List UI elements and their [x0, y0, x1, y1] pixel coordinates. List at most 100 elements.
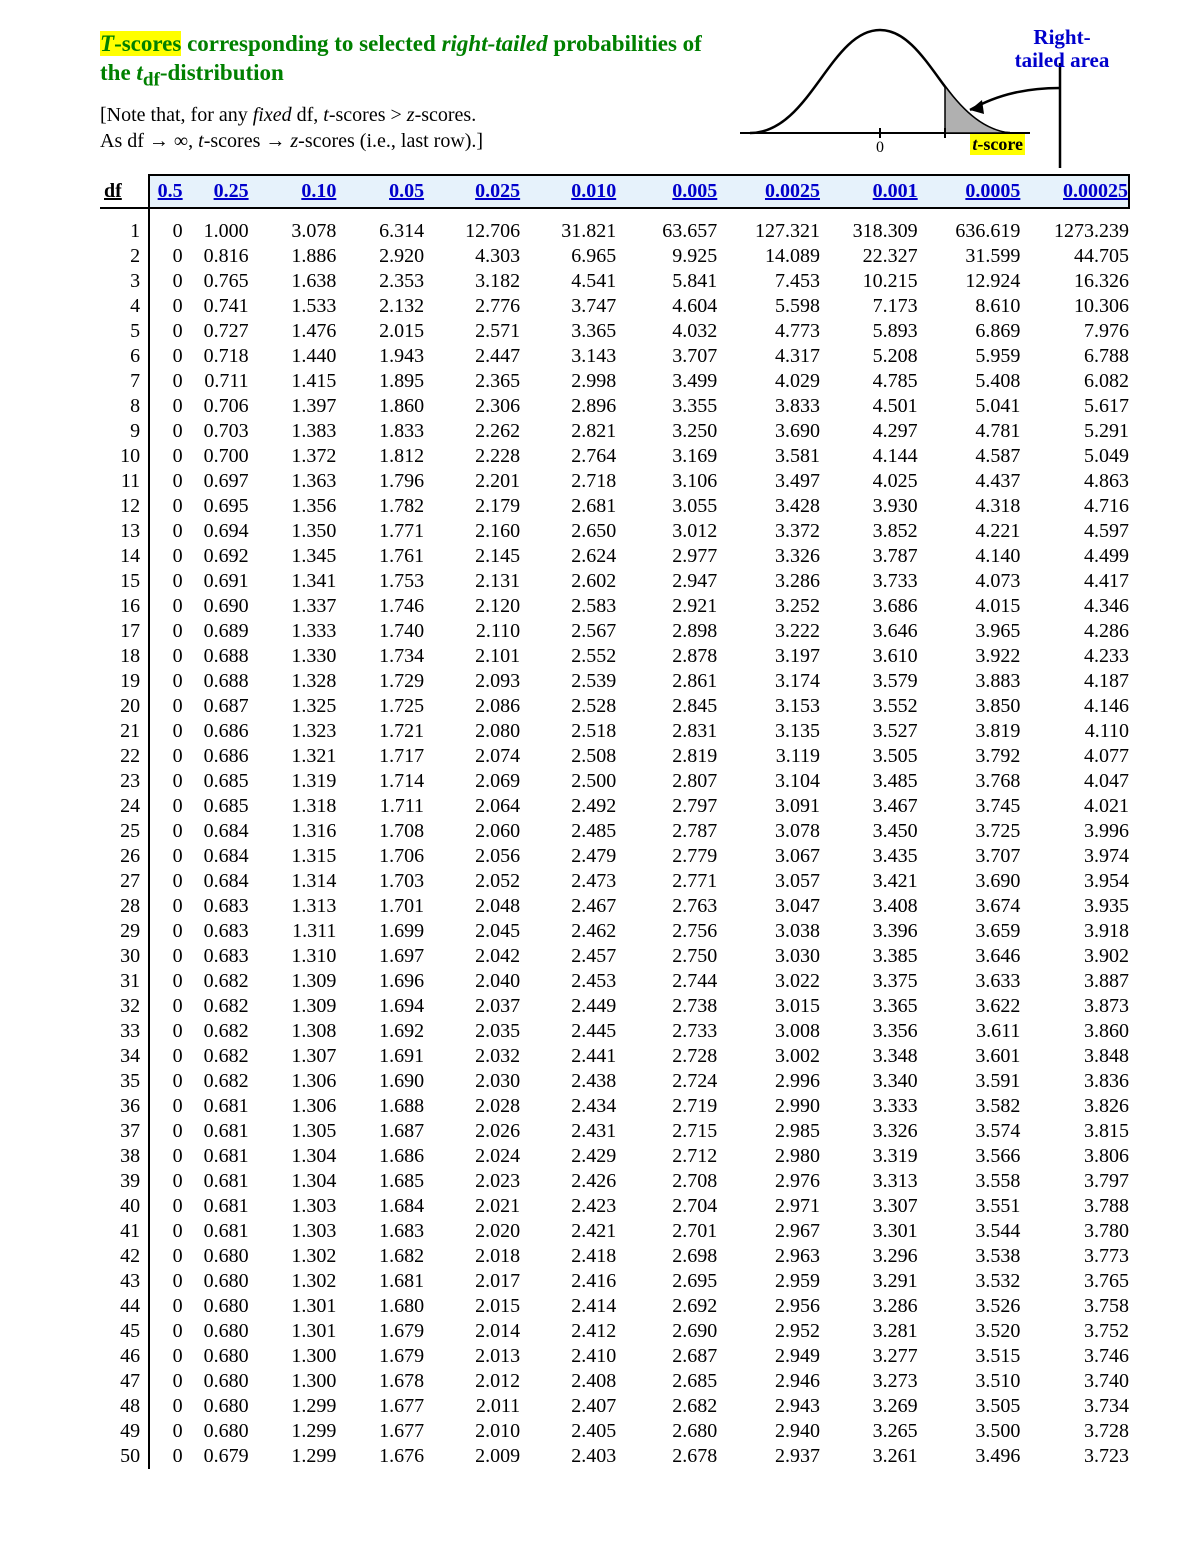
cell-value: 3.030 [717, 944, 820, 969]
cell-value: 0.684 [183, 844, 249, 869]
cell-value: 0 [149, 444, 183, 469]
cell-value: 2.624 [520, 544, 616, 569]
cell-value: 1.699 [336, 919, 424, 944]
cell-value: 4.417 [1020, 569, 1129, 594]
cell-value: 2.020 [424, 1219, 520, 1244]
header-prob: 0.10 [249, 175, 337, 208]
cell-value: 2.980 [717, 1144, 820, 1169]
cell-value: 3.746 [1020, 1344, 1129, 1369]
table-row: 1900.6881.3281.7292.0932.5392.8613.1743.… [100, 669, 1129, 694]
cell-value: 3.581 [717, 444, 820, 469]
cell-value: 2.508 [520, 744, 616, 769]
table-row: 3300.6821.3081.6922.0352.4452.7333.0083.… [100, 1019, 1129, 1044]
cell-value: 0 [149, 1194, 183, 1219]
cell-value: 3.356 [820, 1019, 918, 1044]
cell-value: 0 [149, 944, 183, 969]
table-row: 400.7411.5332.1322.7763.7474.6045.5987.1… [100, 294, 1129, 319]
cell-value: 3.286 [820, 1294, 918, 1319]
cell-value: 1.299 [249, 1444, 337, 1469]
cell-value: 2.421 [520, 1219, 616, 1244]
cell-value: 0.682 [183, 969, 249, 994]
cell-value: 0 [149, 669, 183, 694]
table-row: 4500.6801.3011.6792.0142.4122.6902.9523.… [100, 1319, 1129, 1344]
cell-value: 1.682 [336, 1244, 424, 1269]
t-score-table: df 0.50.250.100.050.0250.0100.0050.00250… [100, 174, 1130, 1469]
cell-df: 43 [100, 1269, 149, 1294]
cell-df: 37 [100, 1119, 149, 1144]
cell-value: 2.728 [616, 1044, 717, 1069]
cell-df: 45 [100, 1319, 149, 1344]
cell-value: 0.680 [183, 1294, 249, 1319]
cell-value: 0.680 [183, 1394, 249, 1419]
cell-value: 2.485 [520, 819, 616, 844]
cell-value: 0 [149, 1244, 183, 1269]
cell-value: 3.591 [918, 1069, 1021, 1094]
cell-value: 3.307 [820, 1194, 918, 1219]
cell-value: 3.119 [717, 744, 820, 769]
table-row: 1600.6901.3371.7462.1202.5832.9213.2523.… [100, 594, 1129, 619]
cell-value: 3.091 [717, 794, 820, 819]
table-row: 3000.6831.3101.6972.0422.4572.7503.0303.… [100, 944, 1129, 969]
cell-value: 3.301 [820, 1219, 918, 1244]
cell-value: 0.680 [183, 1269, 249, 1294]
cell-value: 2.967 [717, 1219, 820, 1244]
cell-value: 3.500 [918, 1419, 1021, 1444]
cell-value: 3.887 [1020, 969, 1129, 994]
cell-value: 1.306 [249, 1069, 337, 1094]
cell-value: 1.714 [336, 769, 424, 794]
cell-value: 3.372 [717, 519, 820, 544]
cell-value: 0.816 [183, 244, 249, 269]
cell-value: 2.687 [616, 1344, 717, 1369]
cell-value: 3.773 [1020, 1244, 1129, 1269]
cell-value: 3.852 [820, 519, 918, 544]
cell-value: 2.042 [424, 944, 520, 969]
cell-value: 4.604 [616, 294, 717, 319]
cell-value: 12.706 [424, 219, 520, 244]
cell-value: 1.303 [249, 1219, 337, 1244]
cell-value: 3.296 [820, 1244, 918, 1269]
cell-value: 0.683 [183, 894, 249, 919]
cell-value: 2.712 [616, 1144, 717, 1169]
cell-value: 4.032 [616, 319, 717, 344]
header-prob: 0.001 [820, 175, 918, 208]
cell-value: 3.078 [717, 819, 820, 844]
cell-df: 44 [100, 1294, 149, 1319]
cell-df: 24 [100, 794, 149, 819]
cell-df: 14 [100, 544, 149, 569]
cell-value: 1.299 [249, 1419, 337, 1444]
cell-value: 3.250 [616, 419, 717, 444]
cell-value: 3.848 [1020, 1044, 1129, 1069]
cell-value: 6.869 [918, 319, 1021, 344]
cell-value: 1.302 [249, 1244, 337, 1269]
cell-value: 4.221 [918, 519, 1021, 544]
cell-value: 4.021 [1020, 794, 1129, 819]
cell-value: 7.976 [1020, 319, 1129, 344]
cell-df: 36 [100, 1094, 149, 1119]
cell-value: 2.045 [424, 919, 520, 944]
cell-value: 3.008 [717, 1019, 820, 1044]
cell-value: 2.418 [520, 1244, 616, 1269]
cell-value: 0 [149, 344, 183, 369]
table-row: 800.7061.3971.8602.3062.8963.3553.8334.5… [100, 394, 1129, 419]
cell-value: 2.074 [424, 744, 520, 769]
table-row: 3100.6821.3091.6962.0402.4532.7443.0223.… [100, 969, 1129, 994]
cell-value: 1.771 [336, 519, 424, 544]
cell-value: 636.619 [918, 219, 1021, 244]
cell-value: 1.333 [249, 619, 337, 644]
cell-value: 1.677 [336, 1394, 424, 1419]
cell-value: 0 [149, 1044, 183, 1069]
cell-value: 2.946 [717, 1369, 820, 1394]
cell-value: 2.462 [520, 919, 616, 944]
cell-value: 1.690 [336, 1069, 424, 1094]
cell-value: 2.179 [424, 494, 520, 519]
cell-value: 3.104 [717, 769, 820, 794]
cell-value: 2.845 [616, 694, 717, 719]
cell-df: 31 [100, 969, 149, 994]
cell-value: 0.683 [183, 919, 249, 944]
cell-value: 1.782 [336, 494, 424, 519]
cell-value: 1.697 [336, 944, 424, 969]
header-prob: 0.0025 [717, 175, 820, 208]
table-row: 1000.7001.3721.8122.2282.7643.1693.5814.… [100, 444, 1129, 469]
cell-df: 26 [100, 844, 149, 869]
cell-value: 2.064 [424, 794, 520, 819]
